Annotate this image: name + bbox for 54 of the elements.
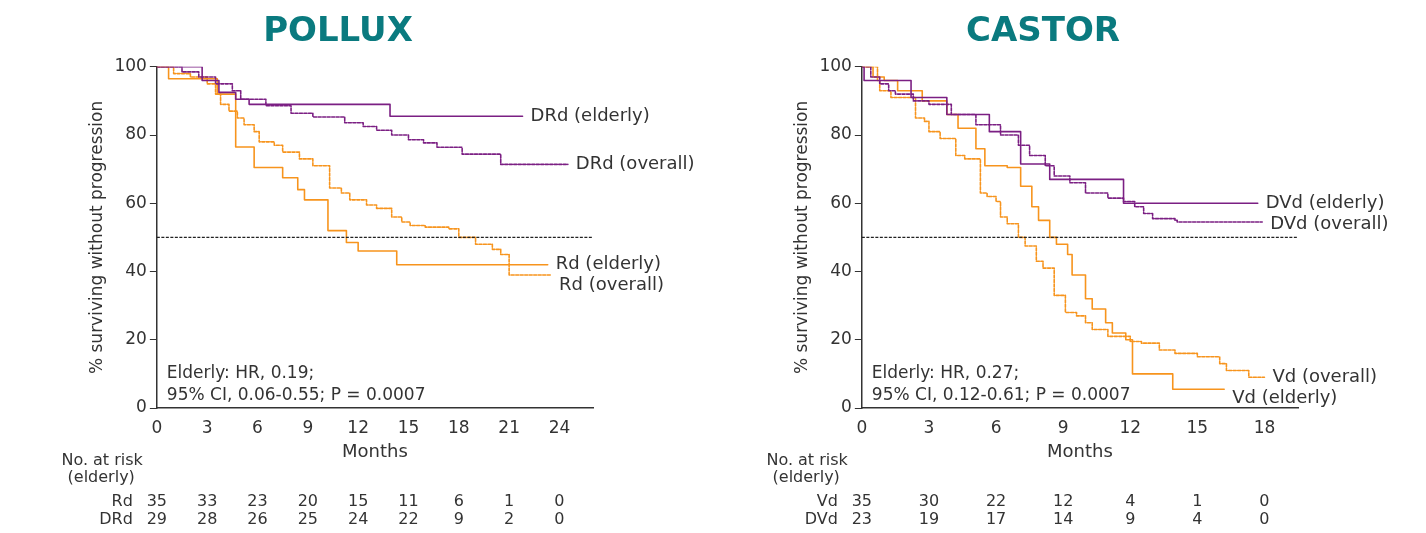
y-axis-title: % surviving without progression [85, 100, 106, 375]
y-tick-label: 40 [125, 259, 147, 280]
x-tick-label: 9 [1057, 416, 1069, 437]
x-tick-label: 21 [498, 416, 520, 437]
x-tick-label: 0 [856, 416, 868, 437]
series-label: DRd (elderly) [530, 103, 650, 125]
annotation: 95% CI, 0.12-0.61; P = 0.0007 [871, 384, 1131, 404]
y-tick-label: 100 [114, 55, 147, 76]
text: No. at risk [766, 450, 849, 469]
y-tick-label: 40 [830, 259, 852, 280]
x-tick-label: 15 [1186, 416, 1209, 437]
x-tick-label: 12 [347, 416, 369, 437]
series-label: DVd (elderly) [1265, 190, 1385, 212]
text: (elderly) [67, 467, 135, 486]
annotation: 95% CI, 0.06-0.55; P = 0.0007 [166, 384, 426, 404]
text: Rd 35 33 23 20 15 11 6 1 0 [111, 491, 565, 510]
x-tick-label: 24 [548, 416, 571, 437]
x-tick-label: 6 [990, 416, 1002, 437]
text: (elderly) [772, 467, 840, 486]
series-label: DVd (overall) [1270, 211, 1389, 233]
annotation: Elderly: HR, 0.27; [871, 362, 1020, 382]
series-label: Vd (overall) [1272, 364, 1378, 386]
series-label: Vd (elderly) [1232, 385, 1338, 407]
y-tick-label: 0 [841, 396, 852, 417]
y-tick-label: 100 [819, 55, 852, 76]
x-tick-label: 18 [447, 416, 470, 437]
chart-title: CASTOR [965, 9, 1121, 50]
text: DVd 23 19 17 14 9 4 0 [804, 509, 1270, 528]
text: DRd 29 28 26 25 24 22 9 2 0 [99, 509, 565, 528]
x-tick-label: 18 [1253, 416, 1276, 437]
annotation: Elderly: HR, 0.19; [166, 362, 315, 382]
y-tick-label: 60 [125, 191, 147, 212]
y-tick-label: 20 [830, 328, 852, 349]
y-tick-label: 60 [830, 191, 852, 212]
text: Vd 35 30 22 12 4 1 0 [816, 491, 1270, 510]
x-tick-label: 15 [397, 416, 420, 437]
series-label: DRd (overall) [575, 152, 695, 174]
x-tick-label: 6 [252, 416, 263, 437]
y-tick-label: 80 [830, 123, 852, 144]
series-label: Rd (elderly) [555, 252, 662, 274]
x-tick-label: 3 [201, 416, 213, 437]
y-tick-label: 0 [136, 396, 147, 417]
x-tick-label: 12 [1119, 416, 1142, 437]
x-axis-title: Months [1047, 439, 1113, 461]
series-label: Rd (overall) [559, 273, 664, 295]
y-axis-title: % surviving without progression [790, 100, 811, 375]
y-tick-label: 20 [125, 328, 147, 349]
y-tick-label: 80 [125, 123, 147, 144]
x-tick-label: 9 [302, 416, 314, 437]
x-tick-label: 0 [151, 416, 163, 437]
x-axis-title: Months [342, 439, 408, 461]
text: No. at risk [61, 450, 144, 469]
chart-title: POLLUX [263, 9, 413, 50]
x-tick-label: 3 [923, 416, 935, 437]
